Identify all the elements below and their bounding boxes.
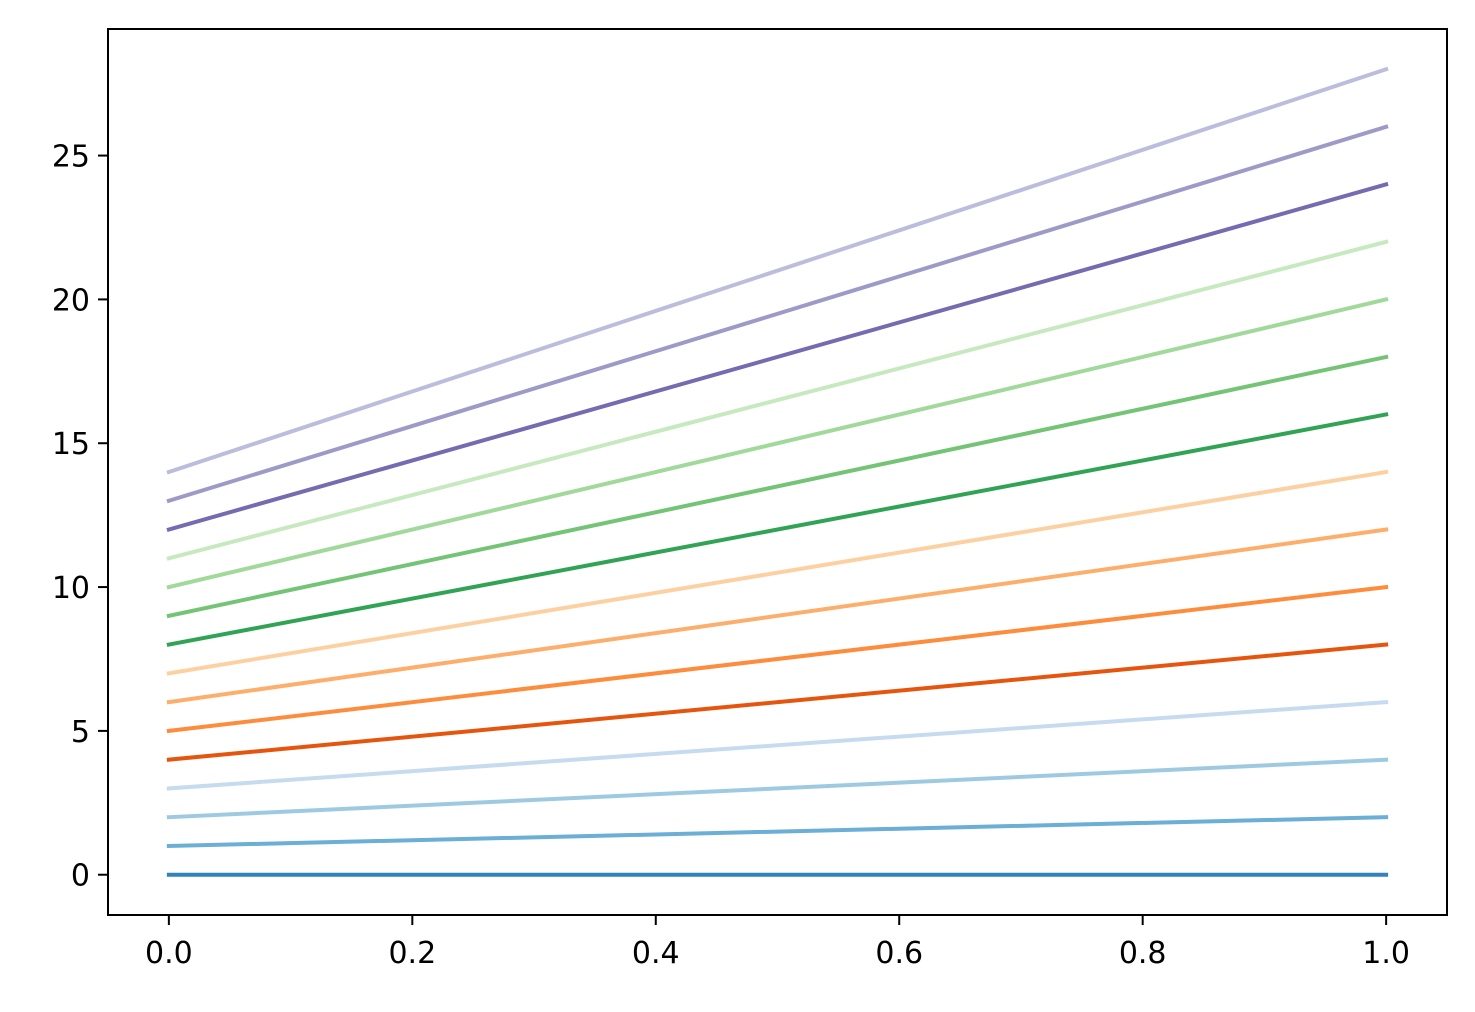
y-axis: 0 5 10 15 20 25: [52, 140, 108, 894]
series-line-3: [166, 699, 1389, 791]
x-tick-label: 0.0: [145, 936, 193, 971]
series-line-1: [166, 815, 1389, 849]
y-tick-label: 15: [52, 427, 90, 462]
x-axis: 0.0 0.2 0.4 0.6 0.8 1.0: [145, 915, 1410, 971]
y-tick-label: 0: [71, 859, 90, 894]
x-tick-label: 0.8: [1119, 936, 1167, 971]
series-layer: [166, 66, 1389, 877]
y-tick-label: 5: [71, 715, 90, 750]
x-tick-label: 0.4: [632, 936, 680, 971]
series-line-12: [166, 181, 1389, 533]
series-line-7: [166, 469, 1389, 676]
series-line-9: [166, 354, 1389, 619]
series-line-14: [166, 66, 1389, 475]
y-tick-label: 25: [52, 140, 90, 175]
series-line-5: [166, 584, 1389, 734]
series-line-8: [166, 412, 1389, 647]
series-line-4: [166, 642, 1389, 762]
series-line-6: [166, 527, 1389, 705]
x-tick-label: 0.6: [875, 936, 923, 971]
y-tick-label: 20: [52, 283, 90, 318]
series-line-11: [166, 239, 1389, 561]
series-line-13: [166, 124, 1389, 504]
y-tick-label: 10: [52, 571, 90, 606]
x-tick-label: 0.2: [388, 936, 436, 971]
series-line-10: [166, 296, 1389, 590]
series-line-2: [166, 757, 1389, 820]
plot-frame: [107, 28, 1448, 916]
x-tick-label: 1.0: [1362, 936, 1410, 971]
